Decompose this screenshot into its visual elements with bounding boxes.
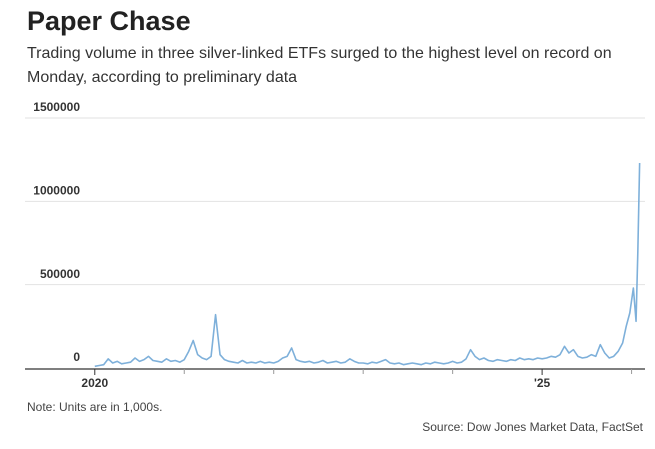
- chart-title: Paper Chase: [27, 6, 191, 36]
- line-series: [94, 162, 641, 368]
- y-tick-label: 500000: [40, 267, 80, 281]
- y-tick-label: 0: [73, 350, 80, 364]
- note: Note: Units are in 1,000s.: [27, 400, 163, 414]
- y-tick-label: 1000000: [33, 184, 80, 198]
- chart-subtitle: Trading volume in three silver-linked ET…: [27, 45, 612, 86]
- x-tick-label: '25: [534, 376, 551, 390]
- source: Source: Dow Jones Market Data, FactSet: [422, 420, 643, 434]
- y-tick-label: 1500000: [33, 100, 80, 114]
- x-tick-label: 2020: [81, 376, 108, 390]
